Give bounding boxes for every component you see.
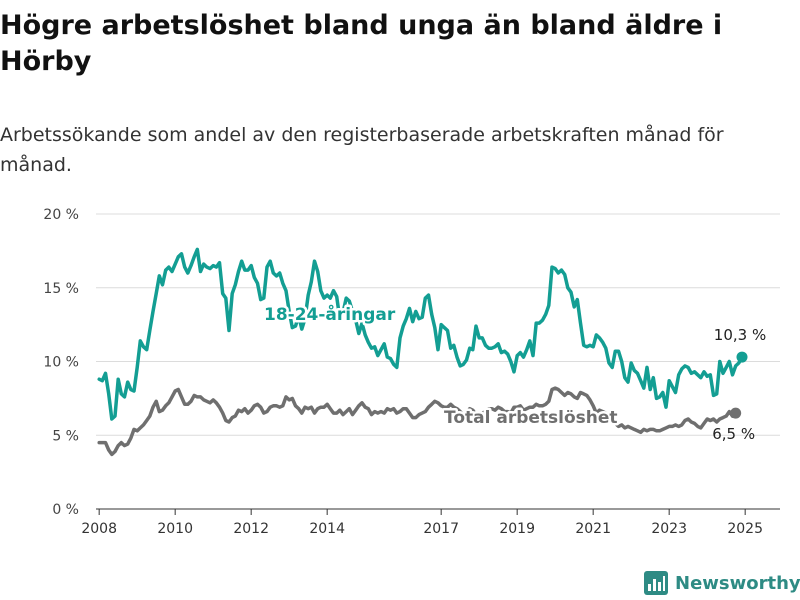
series-line-0	[97, 247, 744, 421]
series-line-1	[97, 386, 738, 457]
x-tick-label: 2019	[499, 521, 535, 537]
x-tick-label: 2008	[81, 521, 117, 537]
newsworthy-bar-chart-logo-icon	[644, 571, 668, 595]
series-lines	[97, 247, 744, 457]
x-tick-label: 2025	[727, 521, 763, 537]
grid-lines	[96, 213, 780, 436]
x-axis-tick-labels: 2008 2010 2012 2014 2017 2019 2021 2023 2025	[81, 509, 763, 537]
series-name-label: 18-24-åringar	[264, 303, 396, 325]
y-tick-label: 5 %	[52, 428, 79, 444]
series-name-label: Total arbetslöshet	[444, 408, 618, 428]
x-tick-label: 2021	[575, 521, 611, 537]
x-tick-label: 2012	[233, 521, 269, 537]
y-tick-label: 20 %	[43, 207, 79, 223]
end-value-label: 6,5 %	[712, 425, 755, 443]
x-tick-label: 2017	[423, 521, 459, 537]
end-point-marker	[736, 351, 748, 363]
y-tick-label: 10 %	[43, 355, 79, 371]
chart-subtitle: Arbetssökande som andel av den registerb…	[0, 124, 724, 176]
y-tick-label: 0 %	[52, 502, 79, 518]
x-tick-label: 2014	[309, 521, 345, 537]
chart-title: Högre arbetslöshet bland unga än bland ä…	[0, 10, 723, 77]
series-labels: 18-24-åringar Total arbetslöshet 10,3 % 6,5…	[262, 301, 767, 444]
end-value-label: 10,3 %	[714, 326, 766, 344]
y-tick-label: 15 %	[43, 281, 79, 297]
x-tick-label: 2023	[651, 521, 687, 537]
end-point-marker	[730, 407, 742, 419]
newsworthy-logo: Newsworthy	[644, 568, 800, 598]
y-axis-tick-labels: 0 % 5 % 10 % 15 % 20 %	[43, 207, 79, 518]
line-chart: 0 %5 %10 %15 %20 % 2008 2010 2012 2014 2017 2…	[43, 207, 780, 537]
x-tick-label: 2010	[157, 521, 193, 537]
brand-name: Newsworthy	[675, 572, 800, 594]
